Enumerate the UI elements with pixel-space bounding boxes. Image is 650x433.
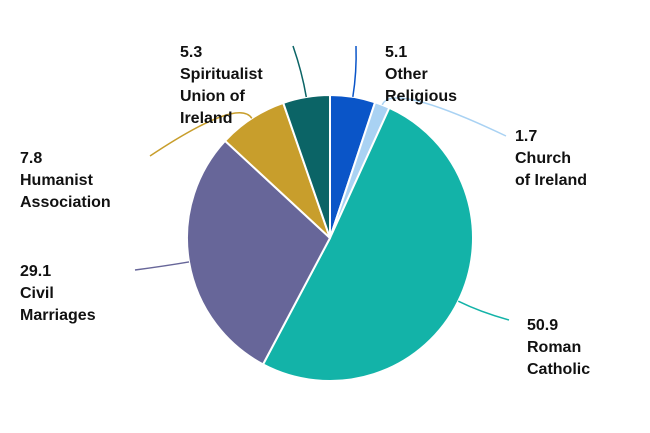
slice-name-label: Roman bbox=[527, 339, 581, 356]
pie-slice bbox=[261, 106, 474, 382]
slice-name-label: Union of bbox=[180, 88, 246, 105]
leader-lines bbox=[134, 45, 510, 321]
slice-label: 29.1 Civil Marriages bbox=[20, 263, 96, 324]
pie-slices bbox=[186, 93, 474, 382]
slice-name-label: Spiritualist bbox=[180, 66, 263, 83]
slice-name-label: Religious bbox=[385, 88, 457, 105]
slice-labels: 5.1 Other Religious 1.7 Church of Ireland 50.9… bbox=[20, 44, 590, 378]
slice-value-label: 29.1 bbox=[20, 263, 51, 280]
pie-slice bbox=[186, 139, 332, 366]
slice-label: 50.9 Roman Catholic bbox=[527, 317, 590, 378]
slice-name-label: Church bbox=[515, 150, 571, 167]
slice-name-label: Association bbox=[20, 194, 111, 211]
slice-value-label: 7.8 bbox=[20, 150, 42, 167]
slice-name-label: Other bbox=[385, 66, 428, 83]
slice-label: 1.7 Church of Ireland bbox=[515, 128, 587, 189]
slice-name-label: Ireland bbox=[180, 110, 232, 127]
slice-value-label: 1.7 bbox=[515, 128, 537, 145]
slice-label: 7.8 Humanist Association bbox=[20, 150, 111, 211]
slice-value-label: 50.9 bbox=[527, 317, 558, 334]
leader-line bbox=[381, 97, 507, 137]
leader-line bbox=[352, 45, 357, 97]
slice-value-label: 5.1 bbox=[385, 44, 407, 61]
leader-line bbox=[149, 112, 253, 157]
leader-line bbox=[292, 45, 308, 98]
slice-name-label: Marriages bbox=[20, 307, 96, 324]
slice-value-label: 5.3 bbox=[180, 44, 202, 61]
slice-label: 5.3 Spiritualist Union of Ireland bbox=[180, 44, 263, 127]
leader-line bbox=[134, 261, 190, 271]
slice-name-label: Civil bbox=[20, 285, 54, 302]
slice-name-label: Humanist bbox=[20, 172, 94, 189]
pie-slice bbox=[281, 93, 331, 239]
leader-line bbox=[457, 300, 510, 321]
slice-name-label: Catholic bbox=[527, 361, 590, 378]
slice-label: 5.1 Other Religious bbox=[385, 44, 457, 105]
slice-name-label: of Ireland bbox=[515, 172, 587, 189]
